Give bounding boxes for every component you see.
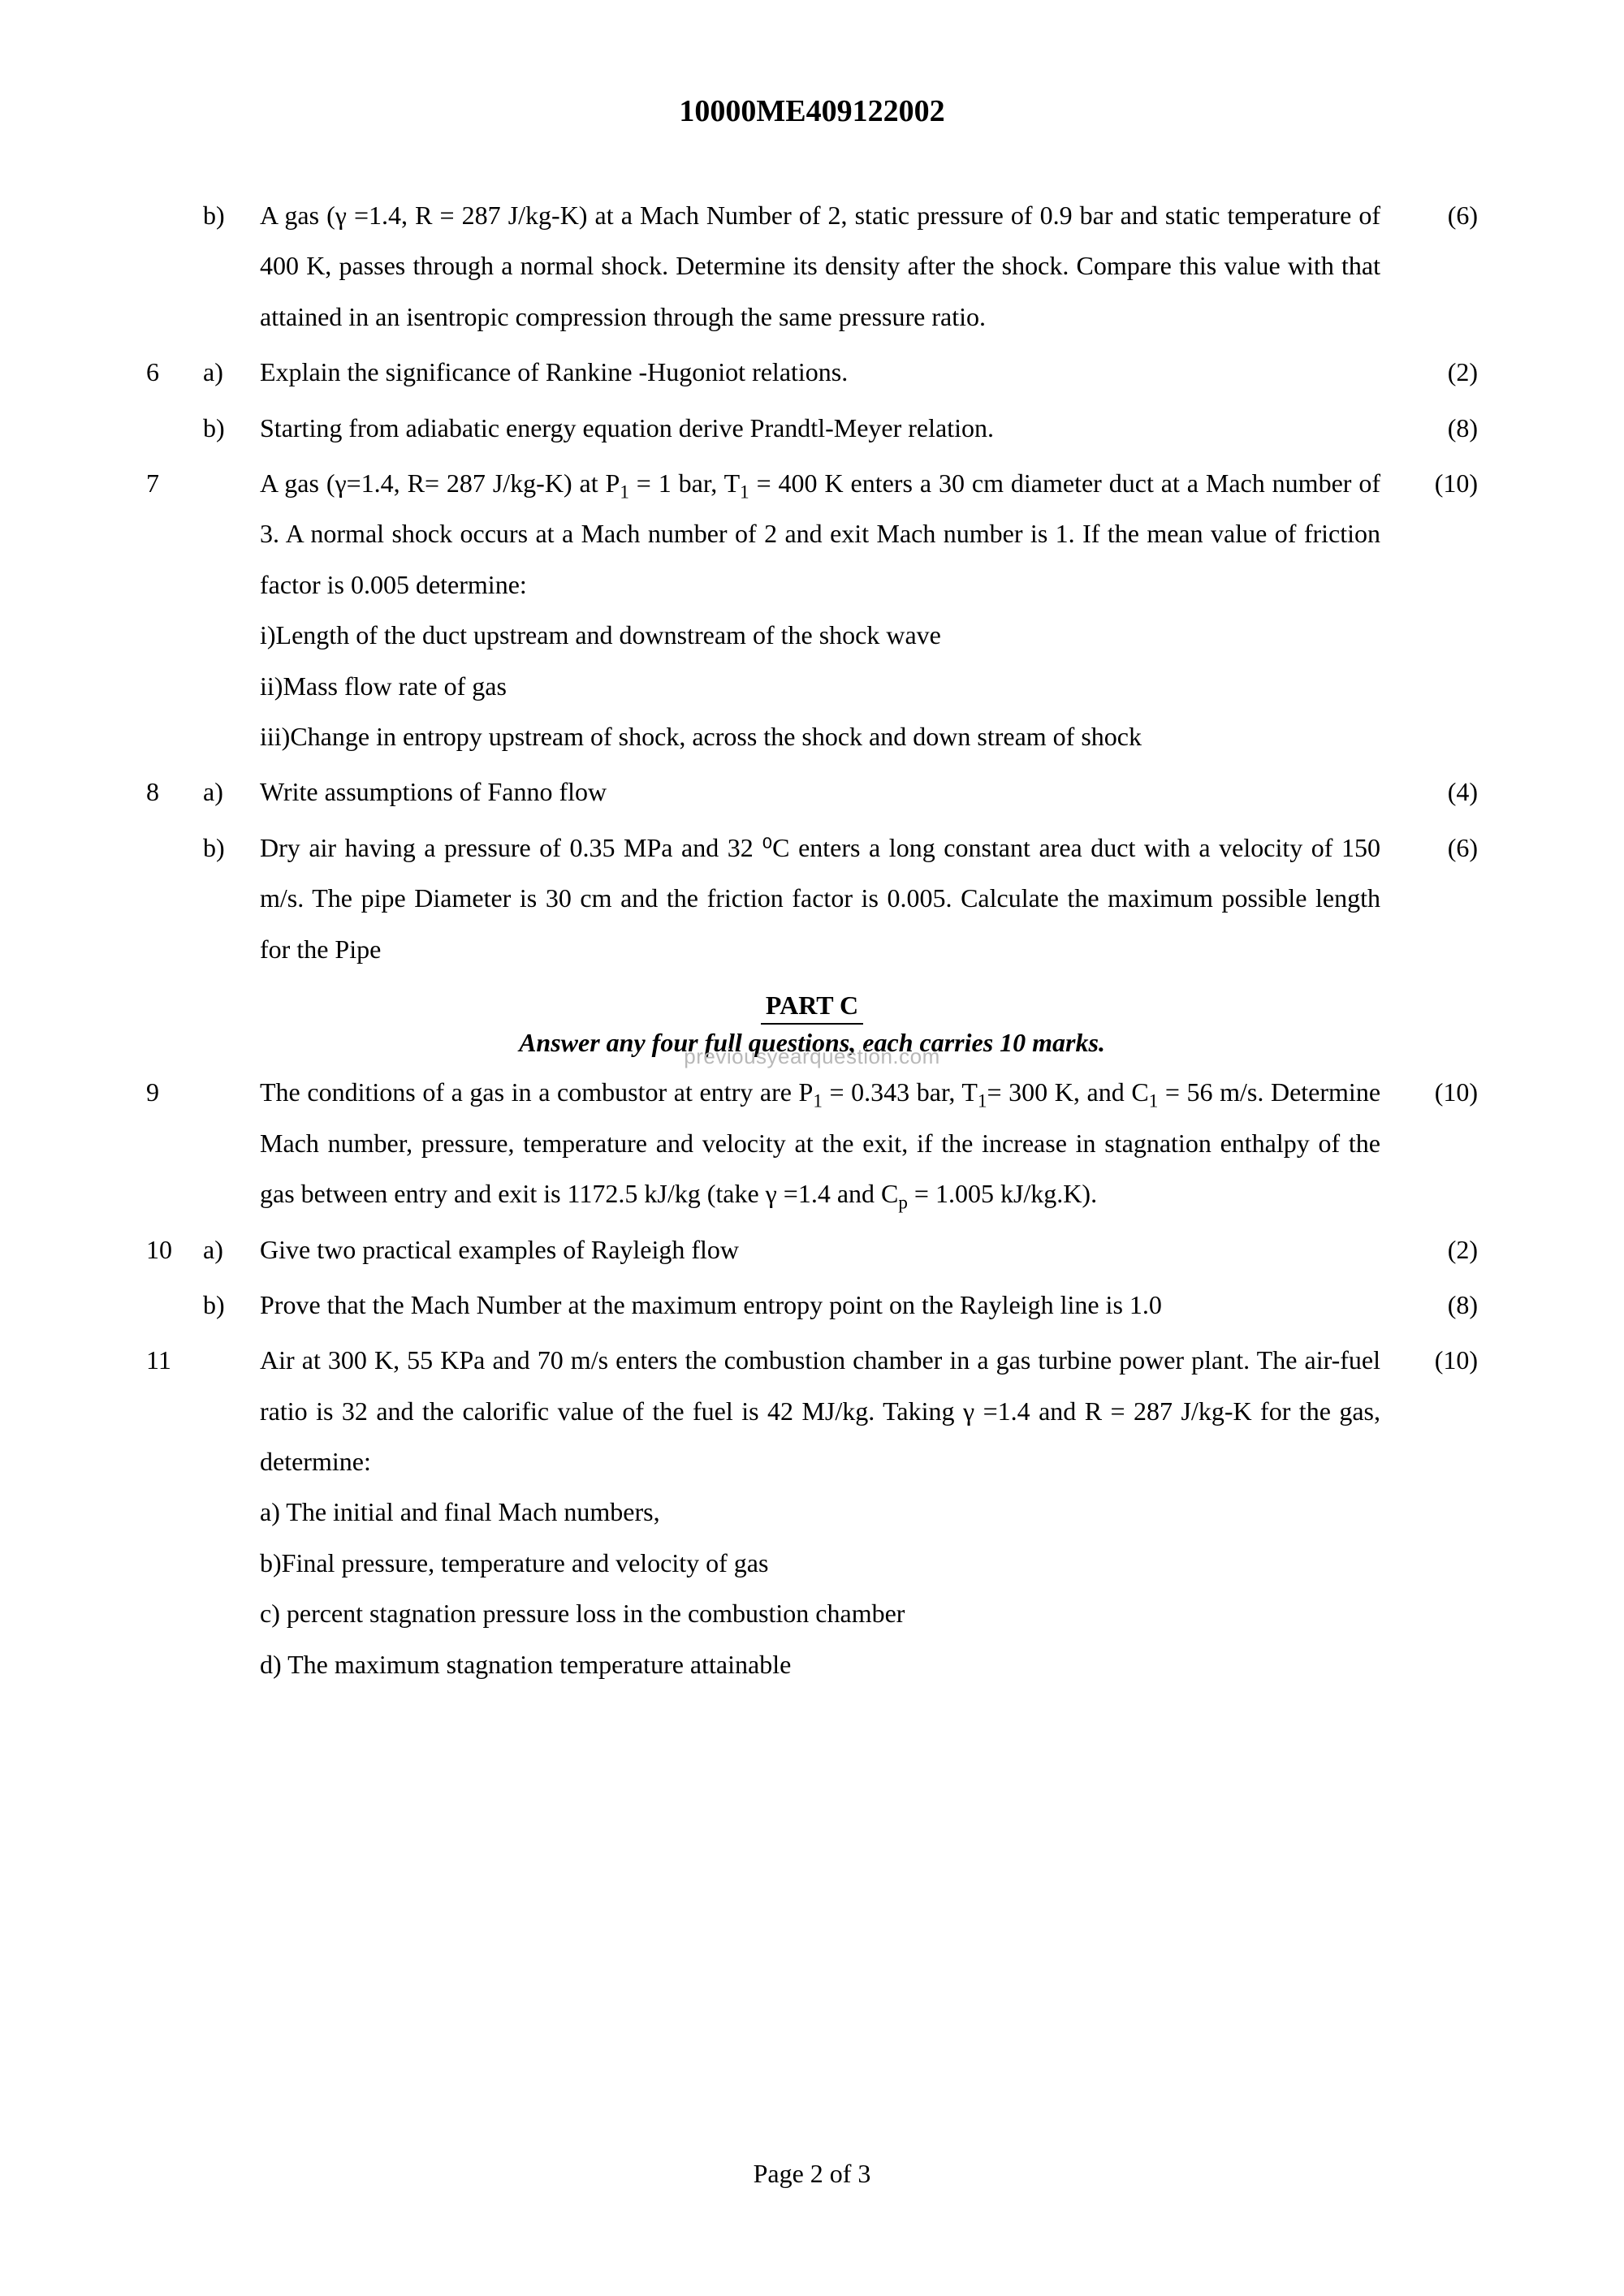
question-marks: (8) xyxy=(1405,1280,1478,1330)
question-text: Write assumptions of Fanno flow xyxy=(260,766,1405,817)
question-number: 8 xyxy=(146,766,203,817)
question-row: 7 A gas (γ=1.4, R= 287 J/kg-K) at P1 = 1 … xyxy=(146,458,1478,762)
question-marks: (4) xyxy=(1405,766,1478,817)
question-row: 6a)Explain the significance of Rankine -… xyxy=(146,347,1478,397)
question-row: 8a)Write assumptions of Fanno flow(4) xyxy=(146,766,1478,817)
question-text: Prove that the Mach Number at the maximu… xyxy=(260,1280,1405,1330)
question-row: b)A gas (γ =1.4, R = 287 J/kg-K) at a Ma… xyxy=(146,190,1478,342)
question-text: Starting from adiabatic energy equation … xyxy=(260,403,1405,453)
question-text: Dry air having a pressure of 0.35 MPa an… xyxy=(260,822,1405,974)
question-marks: (2) xyxy=(1405,1224,1478,1275)
question-text: Explain the significance of Rankine -Hug… xyxy=(260,347,1405,397)
question-row: 10a)Give two practical examples of Rayle… xyxy=(146,1224,1478,1275)
question-subpart: a) xyxy=(203,766,260,817)
part-c-header-wrap: PART C xyxy=(146,981,1478,1025)
question-list-2: 9 The conditions of a gas in a combustor … xyxy=(146,1067,1478,1690)
question-number: 7 xyxy=(146,458,203,508)
question-text: The conditions of a gas in a combustor a… xyxy=(260,1067,1405,1219)
question-marks: (10) xyxy=(1405,1067,1478,1117)
question-row: 9 The conditions of a gas in a combustor … xyxy=(146,1067,1478,1219)
question-number: 9 xyxy=(146,1067,203,1117)
question-text: A gas (γ=1.4, R= 287 J/kg-K) at P1 = 1 b… xyxy=(260,458,1405,762)
question-marks: (6) xyxy=(1405,190,1478,240)
question-subpart: a) xyxy=(203,1224,260,1275)
question-number: 6 xyxy=(146,347,203,397)
question-marks: (6) xyxy=(1405,822,1478,873)
question-row: b)Starting from adiabatic energy equatio… xyxy=(146,403,1478,453)
part-c-instruction: Answer any four full questions, each car… xyxy=(146,1025,1478,1061)
question-marks: (10) xyxy=(1405,1335,1478,1385)
question-subpart: b) xyxy=(203,1280,260,1330)
question-subpart: b) xyxy=(203,190,260,240)
question-number: 10 xyxy=(146,1224,203,1275)
question-number: 11 xyxy=(146,1335,203,1385)
paper-code-header: 10000ME409122002 xyxy=(146,81,1478,141)
question-list-1: b)A gas (γ =1.4, R = 287 J/kg-K) at a Ma… xyxy=(146,190,1478,974)
question-row: b)Dry air having a pressure of 0.35 MPa … xyxy=(146,822,1478,974)
question-row: b)Prove that the Mach Number at the maxi… xyxy=(146,1280,1478,1330)
question-subpart: a) xyxy=(203,347,260,397)
question-text: A gas (γ =1.4, R = 287 J/kg-K) at a Mach… xyxy=(260,190,1405,342)
question-marks: (8) xyxy=(1405,403,1478,453)
question-text: Give two practical examples of Rayleigh … xyxy=(260,1224,1405,1275)
part-c-title: PART C xyxy=(761,989,863,1025)
page-footer: Page 2 of 3 xyxy=(0,2148,1624,2199)
question-subpart: b) xyxy=(203,822,260,873)
question-marks: (10) xyxy=(1405,458,1478,508)
question-marks: (2) xyxy=(1405,347,1478,397)
question-row: 11 Air at 300 K, 55 KPa and 70 m/s enters… xyxy=(146,1335,1478,1690)
question-subpart: b) xyxy=(203,403,260,453)
question-text: Air at 300 K, 55 KPa and 70 m/s enters t… xyxy=(260,1335,1405,1690)
